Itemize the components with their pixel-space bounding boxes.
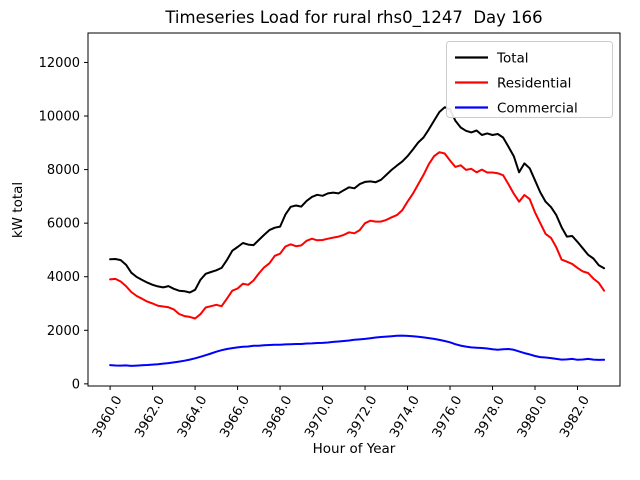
x-tick-label: 3966.0: [217, 394, 253, 441]
legend-label-total: Total: [496, 51, 529, 67]
x-axis-label: Hour of Year: [313, 441, 396, 457]
x-tick-label: 3980.0: [515, 394, 551, 441]
y-tick-label: 12000: [39, 56, 80, 71]
x-tick-label: 3974.0: [387, 394, 423, 441]
x-tick-label: 3976.0: [430, 394, 466, 441]
y-tick-label: 6000: [47, 217, 80, 232]
legend-label-commercial: Commercial: [497, 101, 578, 117]
x-tick-label: 3960.0: [90, 394, 126, 441]
x-tick-label: 3982.0: [557, 394, 593, 441]
series-lines: [109, 106, 606, 367]
y-axis-ticks: 0 2000 4000 6000 8000 10000 12000: [39, 56, 88, 392]
y-axis-label: kW total: [10, 182, 26, 238]
legend-frame: [446, 41, 613, 118]
legend-label-residential: Residential: [497, 76, 571, 92]
x-tick-label: 3972.0: [345, 394, 381, 441]
legend: Total Residential Commercial: [446, 41, 613, 118]
y-tick-label: 2000: [47, 324, 80, 339]
y-tick-label: 10000: [39, 110, 80, 125]
y-tick-label: 4000: [47, 270, 80, 285]
plot-frame: [87, 32, 621, 387]
x-tick-label: 3964.0: [175, 394, 211, 441]
x-tick-label: 3978.0: [472, 393, 508, 440]
legend-entry-residential: Residential: [455, 76, 571, 92]
legend-entry-total: Total: [455, 51, 529, 67]
x-tick-label: 3970.0: [302, 394, 338, 441]
series-residential-line: [109, 151, 606, 320]
x-tick-label: 3968.0: [260, 394, 296, 441]
series-total-line: [109, 106, 606, 294]
y-tick-label: 8000: [47, 163, 80, 178]
series-commercial-line: [109, 334, 606, 367]
legend-entry-commercial: Commercial: [455, 101, 578, 117]
x-tick-label: 3962.0: [132, 394, 168, 441]
chart-title: Timeseries Load for rural rhs0_1247 Day …: [164, 8, 542, 28]
y-tick-label: 0: [72, 377, 80, 392]
x-axis-ticks: 3960.0 3962.0 3964.0 3966.0 3968.0 3970.0 3972…: [90, 386, 593, 440]
